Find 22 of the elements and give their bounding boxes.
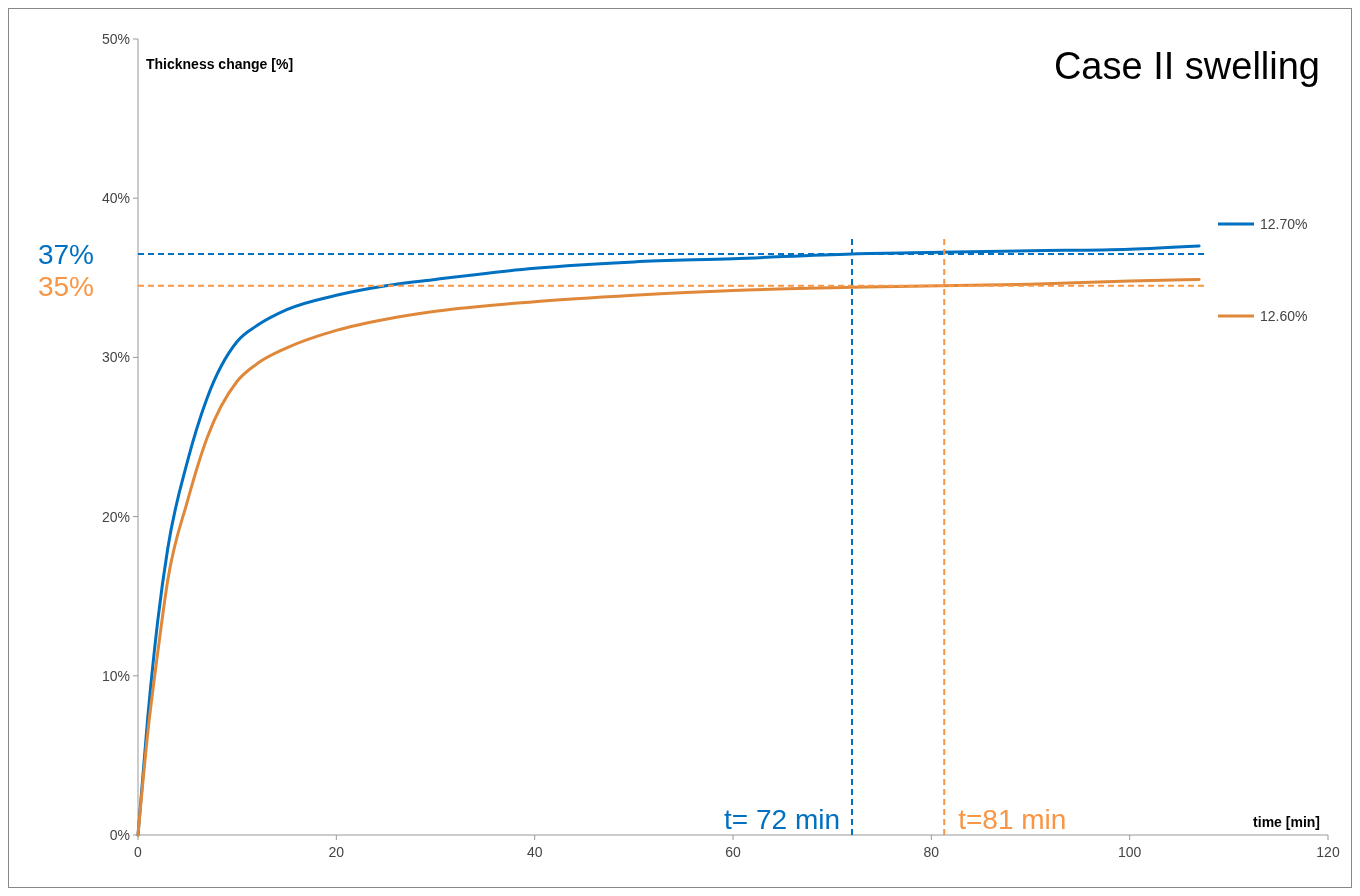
x-tick-label: 80 (923, 844, 940, 860)
legend-label: 12.60% (1260, 307, 1308, 324)
ref-line-label: t= 72 min (724, 804, 840, 835)
x-tick-label: 100 (1117, 844, 1142, 860)
x-axis-title: time [min] (1253, 814, 1320, 830)
x-tick-label: 20 (328, 844, 345, 860)
x-tick-label: 40 (526, 844, 543, 860)
y-tick-label: 40% (101, 190, 130, 207)
x-tick-label: 120 (1316, 844, 1340, 860)
y-tick-label: 0% (109, 826, 130, 843)
y-axis-title: Thickness change [%] (146, 56, 294, 72)
legend-label: 12.70% (1260, 215, 1308, 232)
y-tick-label: 20% (101, 508, 130, 525)
ref-line-label: t=81 min (958, 804, 1067, 835)
y-tick-label: 50% (101, 30, 130, 47)
x-tick-label: 0 (134, 844, 143, 860)
y-tick-label: 10% (101, 667, 130, 684)
x-tick-label: 60 (725, 844, 741, 860)
chart-title: Case II swelling (1053, 45, 1320, 87)
ref-line-label: 37% (37, 238, 94, 270)
ref-line-label: 35% (37, 270, 94, 302)
y-tick-label: 30% (101, 349, 130, 366)
